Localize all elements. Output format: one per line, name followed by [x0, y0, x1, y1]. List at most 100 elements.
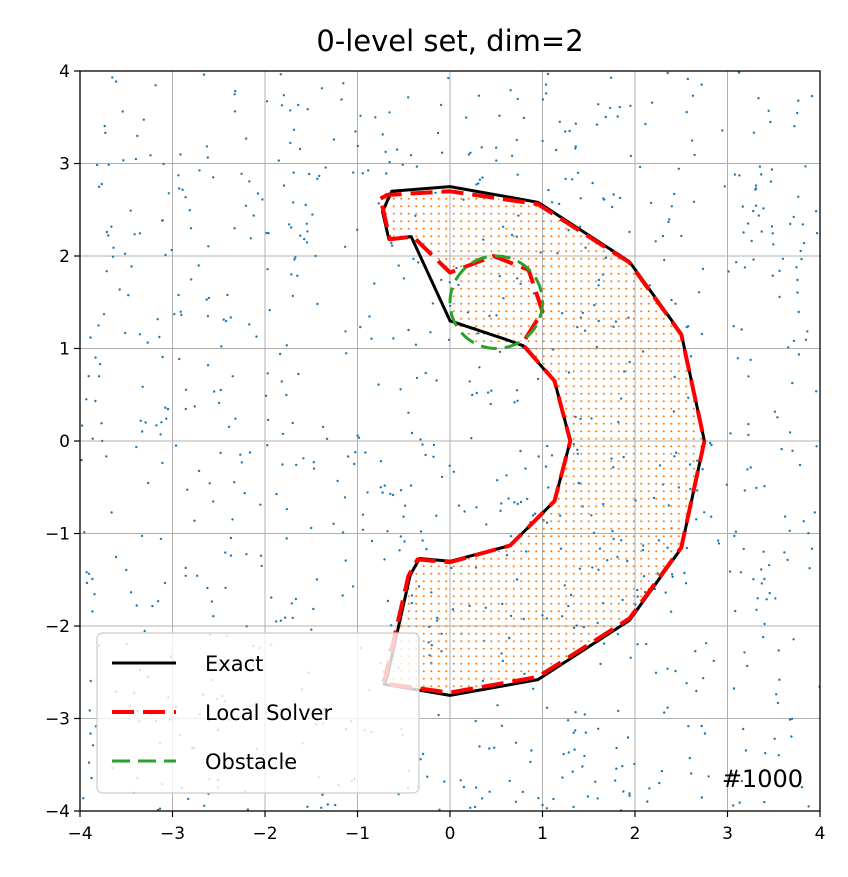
domain-sample-point — [245, 553, 248, 556]
domain-sample-point — [248, 180, 251, 183]
domain-sample-point — [158, 807, 162, 810]
domain-sample-point — [790, 717, 794, 721]
domain-sample-point — [478, 745, 481, 748]
domain-sample-point — [206, 364, 210, 367]
domain-sample-point — [804, 338, 808, 341]
domain-sample-point — [514, 741, 518, 744]
domain-sample-point — [356, 434, 359, 437]
domain-sample-point — [410, 431, 414, 435]
domain-sample-point — [279, 619, 282, 622]
domain-sample-point — [285, 344, 288, 347]
domain-sample-point — [284, 616, 287, 619]
domain-sample-point — [398, 549, 401, 552]
domain-sample-point — [468, 380, 471, 383]
domain-sample-point — [85, 581, 89, 585]
domain-sample-point — [770, 225, 774, 228]
domain-sample-point — [259, 554, 263, 557]
domain-sample-point — [226, 293, 229, 297]
domain-sample-point — [436, 131, 440, 135]
domain-sample-point — [447, 338, 451, 341]
domain-sample-point — [239, 453, 242, 456]
domain-sample-point — [571, 178, 574, 181]
domain-sample-point — [138, 232, 142, 235]
domain-sample-point — [768, 591, 771, 595]
domain-sample-point — [500, 502, 503, 505]
domain-sample-point — [415, 165, 419, 168]
domain-sample-point — [302, 457, 305, 460]
domain-sample-point — [661, 234, 665, 238]
domain-sample-point — [144, 421, 147, 424]
domain-sample-point — [702, 677, 705, 680]
domain-sample-point — [778, 295, 781, 299]
domain-sample-point — [100, 422, 103, 425]
domain-sample-point — [684, 582, 688, 585]
domain-sample-point — [280, 104, 284, 107]
domain-sample-point — [475, 391, 478, 395]
domain-sample-point — [240, 461, 243, 464]
domain-sample-point — [516, 173, 519, 176]
domain-sample-point — [91, 577, 94, 581]
domain-sample-point — [746, 664, 749, 668]
domain-sample-point — [213, 390, 216, 393]
domain-sample-point — [110, 511, 113, 514]
domain-sample-point — [279, 73, 282, 76]
domain-sample-point — [421, 752, 425, 756]
x-tick-label: 3 — [722, 824, 733, 844]
domain-sample-point — [481, 176, 484, 179]
domain-sample-point — [691, 94, 695, 97]
domain-sample-point — [344, 559, 347, 562]
domain-sample-point — [321, 793, 324, 796]
domain-sample-point — [667, 220, 670, 224]
domain-sample-point — [498, 114, 501, 117]
domain-sample-point — [93, 593, 96, 596]
domain-sample-point — [717, 542, 721, 545]
domain-sample-point — [165, 417, 168, 420]
domain-sample-point — [496, 479, 499, 482]
domain-sample-point — [294, 256, 297, 259]
domain-sample-point — [733, 173, 737, 176]
domain-sample-point — [220, 345, 223, 348]
domain-sample-point — [701, 468, 704, 471]
domain-sample-point — [414, 343, 418, 346]
domain-sample-point — [197, 264, 200, 267]
domain-sample-point — [574, 145, 577, 148]
domain-sample-point — [361, 172, 364, 175]
domain-sample-point — [707, 775, 710, 778]
domain-sample-point — [415, 376, 419, 380]
domain-sample-point — [602, 642, 606, 645]
domain-sample-point — [747, 375, 750, 378]
domain-sample-point — [695, 518, 698, 521]
domain-sample-point — [747, 422, 750, 426]
domain-sample-point — [293, 258, 296, 261]
domain-sample-point — [290, 602, 293, 605]
domain-sample-point — [163, 581, 167, 585]
domain-sample-point — [89, 679, 92, 683]
domain-sample-point — [189, 227, 193, 230]
domain-sample-point — [787, 346, 790, 349]
domain-sample-point — [807, 532, 810, 535]
legend: Exact Local Solver Obstacle — [96, 632, 420, 794]
domain-sample-point — [402, 277, 405, 280]
domain-sample-point — [770, 168, 774, 171]
domain-sample-point — [178, 187, 181, 190]
domain-sample-point — [198, 169, 201, 172]
domain-sample-point — [97, 185, 101, 188]
domain-sample-point — [744, 749, 748, 752]
domain-sample-point — [88, 709, 92, 712]
curves — [378, 185, 707, 697]
domain-sample-point — [368, 315, 371, 318]
domain-sample-point — [295, 463, 298, 467]
domain-sample-point — [690, 772, 693, 775]
domain-sample-point — [249, 237, 252, 240]
domain-sample-point — [617, 709, 620, 713]
domain-sample-point — [772, 243, 775, 246]
domain-sample-point — [733, 534, 736, 538]
domain-sample-point — [615, 746, 618, 750]
domain-sample-point — [808, 567, 811, 570]
domain-sample-point — [381, 491, 384, 494]
domain-sample-point — [266, 268, 269, 271]
domain-sample-point — [197, 469, 201, 473]
domain-sample-point — [164, 406, 167, 409]
domain-sample-point — [685, 682, 688, 685]
